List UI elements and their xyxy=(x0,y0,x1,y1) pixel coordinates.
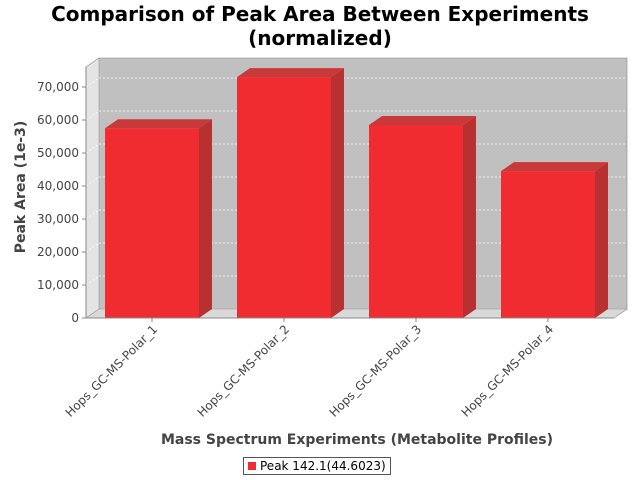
chart-title-line-1: Comparison of Peak Area Between Experime… xyxy=(51,2,589,26)
grid-line-wall xyxy=(85,176,100,187)
bar xyxy=(369,115,476,318)
y-tick-label: 60,000 xyxy=(37,113,79,127)
x-tick-label: Hops_GC-MS-Polar_3 xyxy=(327,322,425,420)
bar-side xyxy=(331,68,344,318)
chart-title-line-2: (normalized) xyxy=(248,26,392,50)
bar-front xyxy=(105,128,199,318)
bars xyxy=(105,68,608,318)
grid-line-wall xyxy=(85,209,100,220)
legend: Peak 142.1(44.6023) xyxy=(243,457,391,475)
bar-front xyxy=(237,77,331,318)
legend-swatch xyxy=(248,462,256,470)
y-tick-label: 50,000 xyxy=(37,146,79,160)
bar xyxy=(501,162,608,318)
x-axis: Hops_GC-MS-Polar_1 Hops_GC-MS-Polar_2 Hops… xyxy=(63,317,614,420)
bar xyxy=(237,68,344,318)
y-tick-label: 70,000 xyxy=(37,80,79,94)
grid-line-wall xyxy=(85,77,100,88)
bar-side xyxy=(463,115,476,318)
grid-line-wall xyxy=(85,110,100,121)
y-axis: 0 10,000 20,000 30,000 40,000 50,000 60,000 70,… xyxy=(37,67,87,325)
grid-line-wall xyxy=(85,143,100,154)
bar-top xyxy=(501,162,608,172)
y-tick-label: 20,000 xyxy=(37,245,79,259)
bar-top xyxy=(105,119,212,129)
y-axis-title: Peak Area (1e-3) xyxy=(13,121,29,254)
grid-line-wall xyxy=(85,275,100,286)
bar xyxy=(105,119,212,318)
bar-top xyxy=(237,68,344,78)
y-tick-label: 10,000 xyxy=(37,278,79,292)
y-tick-label: 30,000 xyxy=(37,212,79,226)
chart-title: Comparison of Peak Area Between Experime… xyxy=(0,2,640,50)
bar-front xyxy=(369,124,463,318)
grid-line-wall xyxy=(85,242,100,253)
x-axis-title: Mass Spectrum Experiments (Metabolite Pr… xyxy=(161,432,553,448)
bar-front xyxy=(501,171,595,318)
bar-side xyxy=(595,162,608,318)
y-tick-label: 40,000 xyxy=(37,179,79,193)
x-tick-label: Hops_GC-MS-Polar_4 xyxy=(459,322,557,420)
bar-side xyxy=(199,119,212,318)
bar-top xyxy=(369,115,476,125)
x-tick-label: Hops_GC-MS-Polar_1 xyxy=(63,322,161,420)
x-tick-label: Hops_GC-MS-Polar_2 xyxy=(195,322,293,420)
legend-label: Peak 142.1(44.6023) xyxy=(260,459,386,473)
y-tick-label: 0 xyxy=(71,311,79,325)
plot-left-wall xyxy=(85,57,100,319)
